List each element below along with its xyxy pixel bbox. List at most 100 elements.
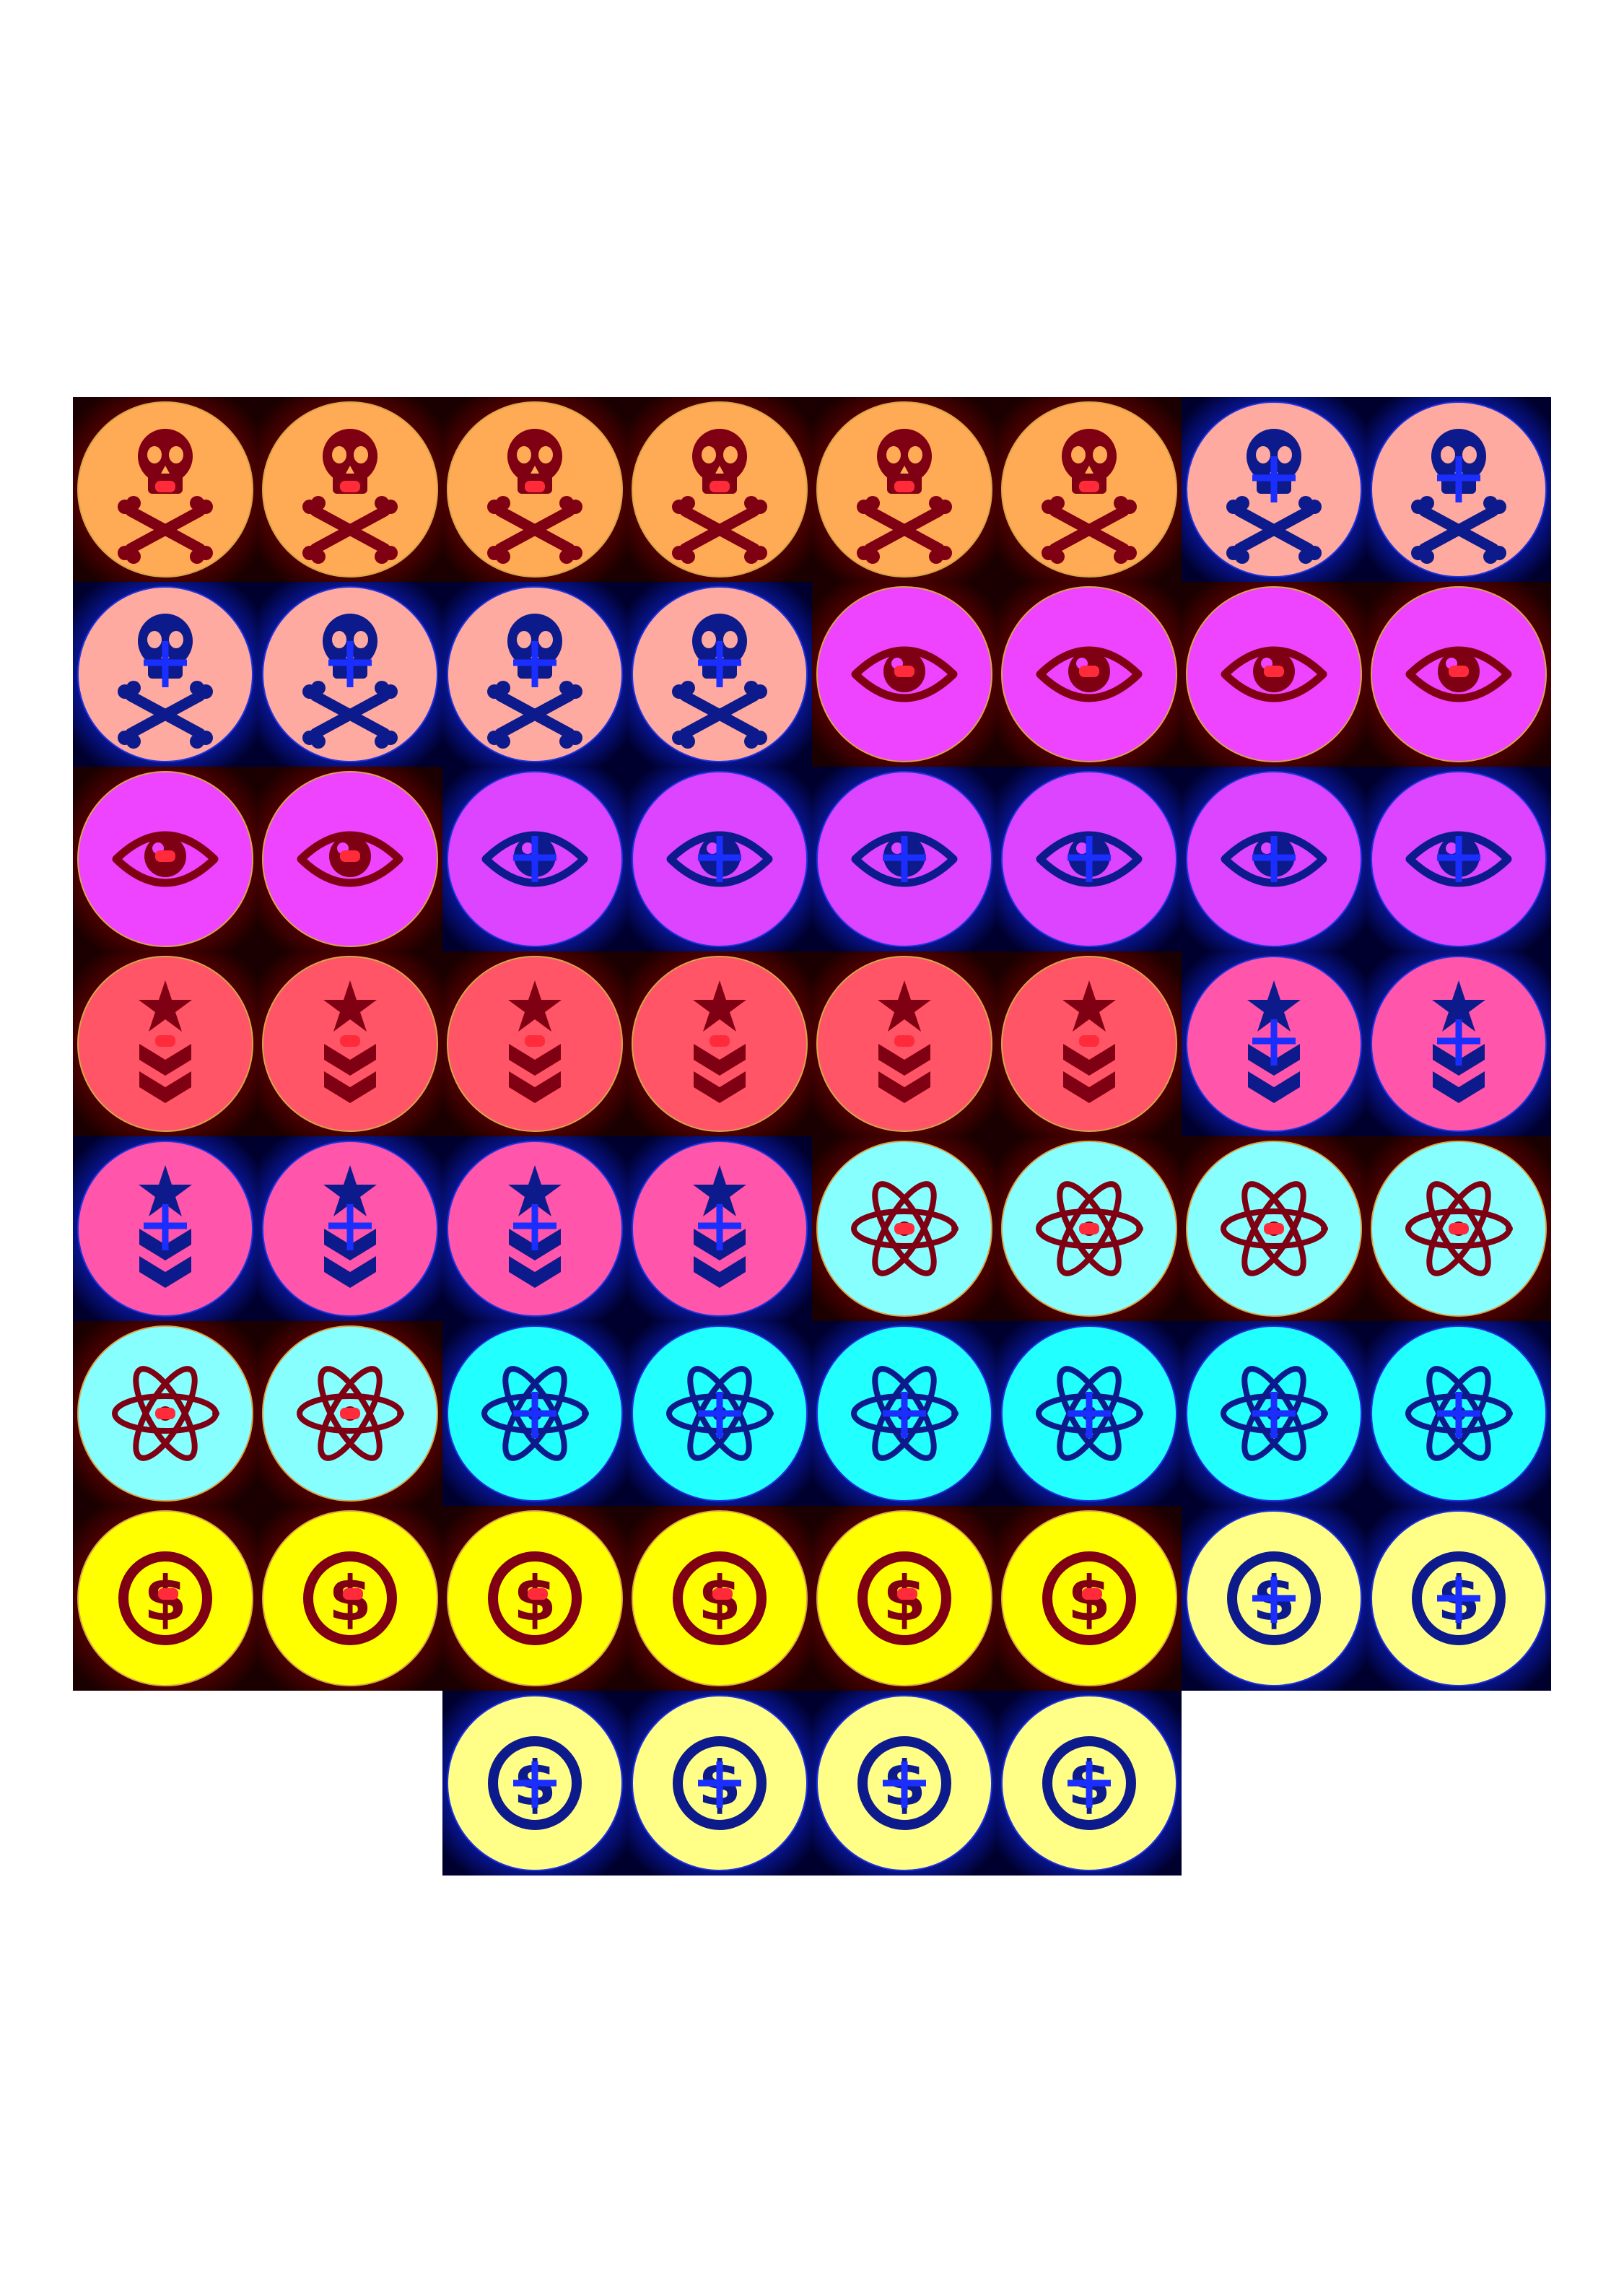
token-rank-red[interactable] xyxy=(812,951,997,1136)
token-atom-red[interactable] xyxy=(812,1136,997,1321)
red-faction-mark xyxy=(1079,481,1099,492)
token-money-blue[interactable]: $ xyxy=(812,1691,997,1876)
token-money-red[interactable]: $ xyxy=(812,1506,997,1691)
star-chevron-icon xyxy=(693,980,746,1103)
token-ring xyxy=(262,586,438,762)
skull-crossbones-icon xyxy=(672,429,767,564)
token-skull-blue[interactable] xyxy=(627,582,812,767)
token-atom-red[interactable] xyxy=(1366,1136,1551,1321)
token-rank-red[interactable] xyxy=(258,951,442,1136)
token-rank-red[interactable] xyxy=(442,951,627,1136)
red-faction-mark xyxy=(525,1035,545,1047)
token-atom-blue[interactable] xyxy=(1366,1321,1551,1506)
token-eye-blue[interactable] xyxy=(997,767,1182,951)
blue-faction-cross xyxy=(1437,1019,1480,1066)
token-skull-red[interactable] xyxy=(812,397,997,582)
token-ring xyxy=(1001,1325,1177,1502)
token-atom-blue[interactable] xyxy=(1182,1321,1366,1506)
token-eye-red[interactable] xyxy=(997,582,1182,767)
token-eye-blue[interactable] xyxy=(1182,767,1366,951)
token-money-red[interactable]: $ xyxy=(997,1506,1182,1691)
token-skull-red[interactable] xyxy=(997,397,1182,582)
token-skull-red[interactable] xyxy=(258,397,442,582)
star-chevron-icon xyxy=(1062,980,1116,1103)
token-skull-blue[interactable] xyxy=(258,582,442,767)
token-ring xyxy=(77,1325,253,1502)
token-ring xyxy=(77,1141,253,1317)
blue-faction-cross xyxy=(698,1204,741,1250)
token-eye-red[interactable] xyxy=(1366,582,1551,767)
blue-faction-cross xyxy=(144,641,187,687)
red-faction-mark xyxy=(894,1035,914,1047)
token-eye-blue[interactable] xyxy=(812,767,997,951)
blue-faction-cross xyxy=(1068,836,1111,882)
token-eye-red[interactable] xyxy=(73,767,258,951)
star-chevron-icon xyxy=(508,1165,562,1288)
star-chevron-icon xyxy=(508,980,562,1103)
blue-faction-cross xyxy=(1437,836,1480,882)
token-atom-blue[interactable] xyxy=(812,1321,997,1506)
token-money-red[interactable]: $ xyxy=(442,1506,627,1691)
token-rank-blue[interactable] xyxy=(442,1136,627,1321)
token-atom-red[interactable] xyxy=(73,1321,258,1506)
token-skull-blue[interactable] xyxy=(442,582,627,767)
skull-crossbones-icon xyxy=(487,429,582,564)
token-ring xyxy=(262,771,438,947)
token-rank-blue[interactable] xyxy=(258,1136,442,1321)
token-eye-red[interactable] xyxy=(258,767,442,951)
blue-faction-cross xyxy=(698,836,741,882)
token-rank-red[interactable] xyxy=(627,951,812,1136)
token-eye-red[interactable] xyxy=(812,582,997,767)
token-rank-red[interactable] xyxy=(73,951,258,1136)
token-money-blue[interactable]: $ xyxy=(997,1691,1182,1876)
token-money-blue[interactable]: $ xyxy=(442,1691,627,1876)
token-ring xyxy=(1186,771,1362,947)
dollar-coin-icon: $ xyxy=(118,1551,212,1645)
red-faction-mark xyxy=(1082,1588,1102,1600)
token-ring xyxy=(1186,956,1362,1132)
token-skull-blue[interactable] xyxy=(1366,397,1551,582)
token-eye-red[interactable] xyxy=(1182,582,1366,767)
token-ring xyxy=(632,401,808,578)
token-skull-red[interactable] xyxy=(73,397,258,582)
token-skull-red[interactable] xyxy=(442,397,627,582)
token-money-red[interactable]: $ xyxy=(258,1506,442,1691)
token-rank-blue[interactable] xyxy=(627,1136,812,1321)
red-faction-mark xyxy=(340,850,360,862)
blue-faction-cross xyxy=(1252,1577,1296,1623)
token-skull-blue[interactable] xyxy=(73,582,258,767)
token-money-blue[interactable]: $ xyxy=(627,1691,812,1876)
token-rank-blue[interactable] xyxy=(1182,951,1366,1136)
token-rank-blue[interactable] xyxy=(1366,951,1551,1136)
star-chevron-icon xyxy=(1432,980,1485,1103)
token-money-red[interactable]: $ xyxy=(73,1506,258,1691)
token-ring xyxy=(1371,771,1547,947)
red-faction-mark xyxy=(894,1223,914,1234)
red-faction-mark xyxy=(155,1408,175,1419)
token-eye-blue[interactable] xyxy=(1366,767,1551,951)
token-rank-red[interactable] xyxy=(997,951,1182,1136)
token-atom-red[interactable] xyxy=(1182,1136,1366,1321)
red-faction-mark xyxy=(897,1588,917,1600)
token-eye-blue[interactable] xyxy=(442,767,627,951)
token-atom-blue[interactable] xyxy=(627,1321,812,1506)
token-eye-blue[interactable] xyxy=(627,767,812,951)
token-money-red[interactable]: $ xyxy=(627,1506,812,1691)
token-atom-red[interactable] xyxy=(258,1321,442,1506)
token-atom-red[interactable] xyxy=(997,1136,1182,1321)
token-ring xyxy=(447,771,623,947)
token-atom-blue[interactable] xyxy=(442,1321,627,1506)
token-rank-blue[interactable] xyxy=(73,1136,258,1321)
token-money-blue[interactable]: $ xyxy=(1182,1506,1366,1691)
red-faction-mark xyxy=(158,1588,178,1600)
red-faction-mark xyxy=(155,481,175,492)
token-atom-blue[interactable] xyxy=(997,1321,1182,1506)
token-ring xyxy=(262,956,438,1132)
token-skull-blue[interactable] xyxy=(1182,397,1366,582)
token-money-blue[interactable]: $ xyxy=(1366,1506,1551,1691)
red-faction-mark xyxy=(525,481,545,492)
token-ring xyxy=(1371,956,1547,1132)
token-skull-red[interactable] xyxy=(627,397,812,582)
token-ring xyxy=(1001,956,1177,1132)
